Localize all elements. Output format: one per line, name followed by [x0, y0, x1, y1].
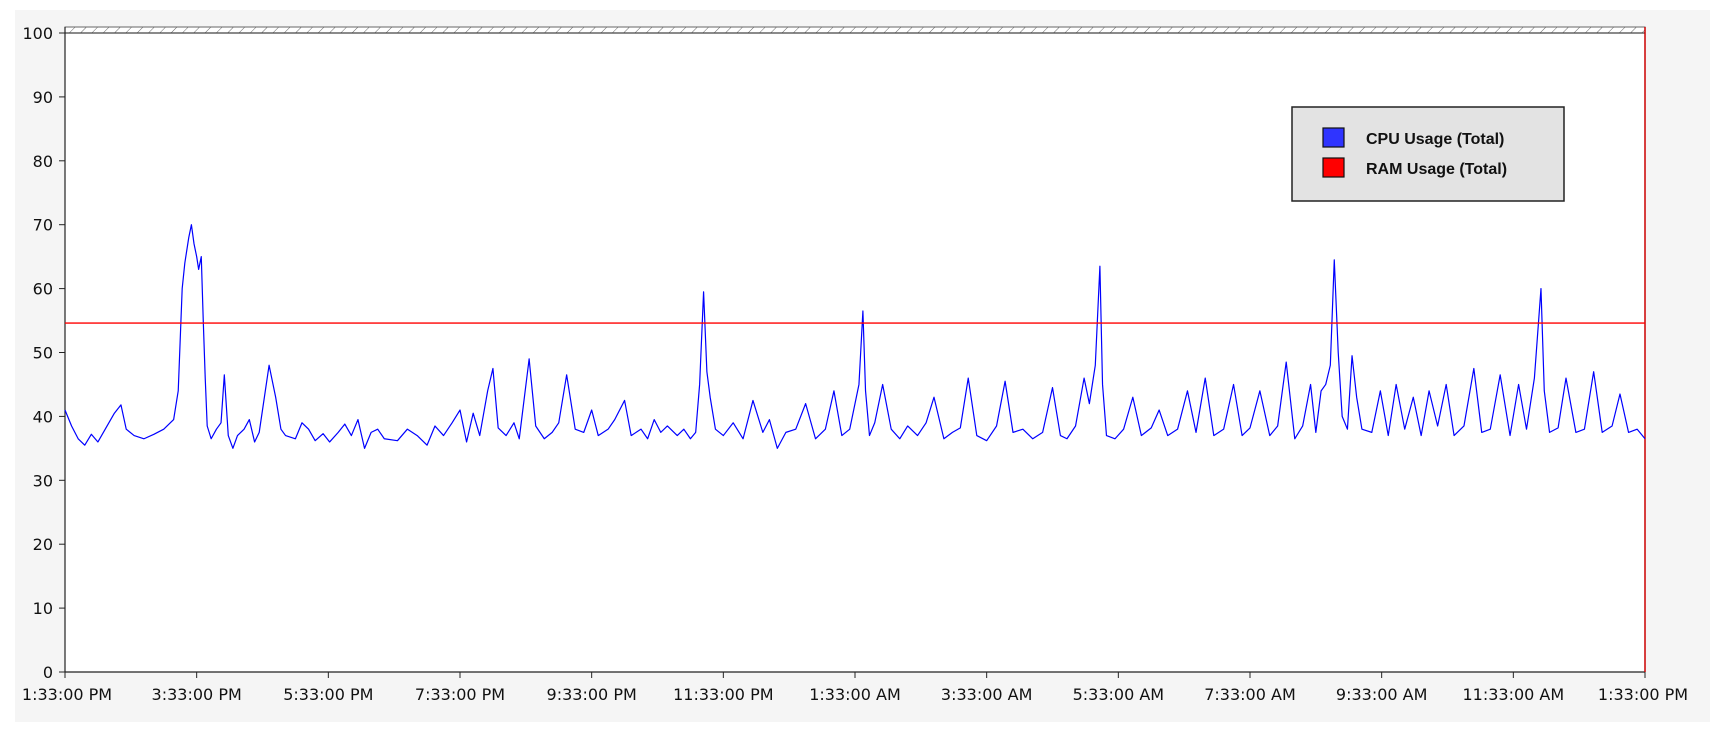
series-layer: [64, 224, 1646, 449]
legend-swatch-ram: [1322, 157, 1345, 178]
x-tick-label-4: 9:33:00 PM: [547, 685, 637, 704]
x-tick-label-11: 11:33:00 AM: [1462, 685, 1564, 704]
y-tick-label-60: 60: [33, 280, 53, 299]
y-tick-label-80: 80: [33, 152, 53, 171]
x-tick-label-6: 1:33:00 AM: [809, 685, 901, 704]
series-group-1: [65, 322, 1645, 324]
legend-box: [1291, 106, 1565, 202]
x-tick-label-1: 3:33:00 PM: [152, 685, 242, 704]
y-tick-label-70: 70: [33, 216, 53, 235]
x-tick-label-0: 1:33:00 PM: [22, 685, 112, 704]
x-axis-ticks: 1:33:00 PM 3:33:00 PM 5:33:00 PM 7:33:00 PM…: [22, 672, 1688, 704]
legend-swatch-cpu: [1322, 127, 1345, 148]
y-tick-label-30: 30: [33, 471, 53, 490]
plot-top-hatch: [64, 26, 1646, 34]
x-tick-label-8: 5:33:00 AM: [1073, 685, 1165, 704]
y-tick-label-90: 90: [33, 88, 53, 107]
x-tick-label-12: 1:33:00 PM: [1598, 685, 1688, 704]
x-tick-label-5: 11:33:00 PM: [673, 685, 773, 704]
series-group-0: [64, 224, 1646, 449]
x-tick-label-9: 7:33:00 AM: [1204, 685, 1296, 704]
y-tick-label-50: 50: [33, 344, 53, 363]
y-tick-label-10: 10: [33, 599, 53, 618]
x-tick-label-7: 3:33:00 AM: [941, 685, 1033, 704]
legend-label-cpu: CPU Usage (Total): [1366, 131, 1504, 148]
x-tick-label-10: 9:33:00 AM: [1336, 685, 1428, 704]
legend-label-ram: RAM Usage (Total): [1366, 161, 1507, 178]
cpu-usage-line: [64, 224, 1646, 449]
legend: CPU Usage (Total) RAM Usage (Total): [1291, 106, 1565, 202]
x-tick-label-3: 7:33:00 PM: [415, 685, 505, 704]
y-tick-label-20: 20: [33, 535, 53, 554]
y-axis-ticks: 0 10 20 30 40 50 60 70 80 90 100: [22, 24, 65, 682]
y-tick-label-40: 40: [33, 407, 53, 426]
y-tick-label-0: 0: [43, 663, 53, 682]
x-tick-label-2: 5:33:00 PM: [283, 685, 373, 704]
y-tick-label-100: 100: [22, 24, 53, 43]
